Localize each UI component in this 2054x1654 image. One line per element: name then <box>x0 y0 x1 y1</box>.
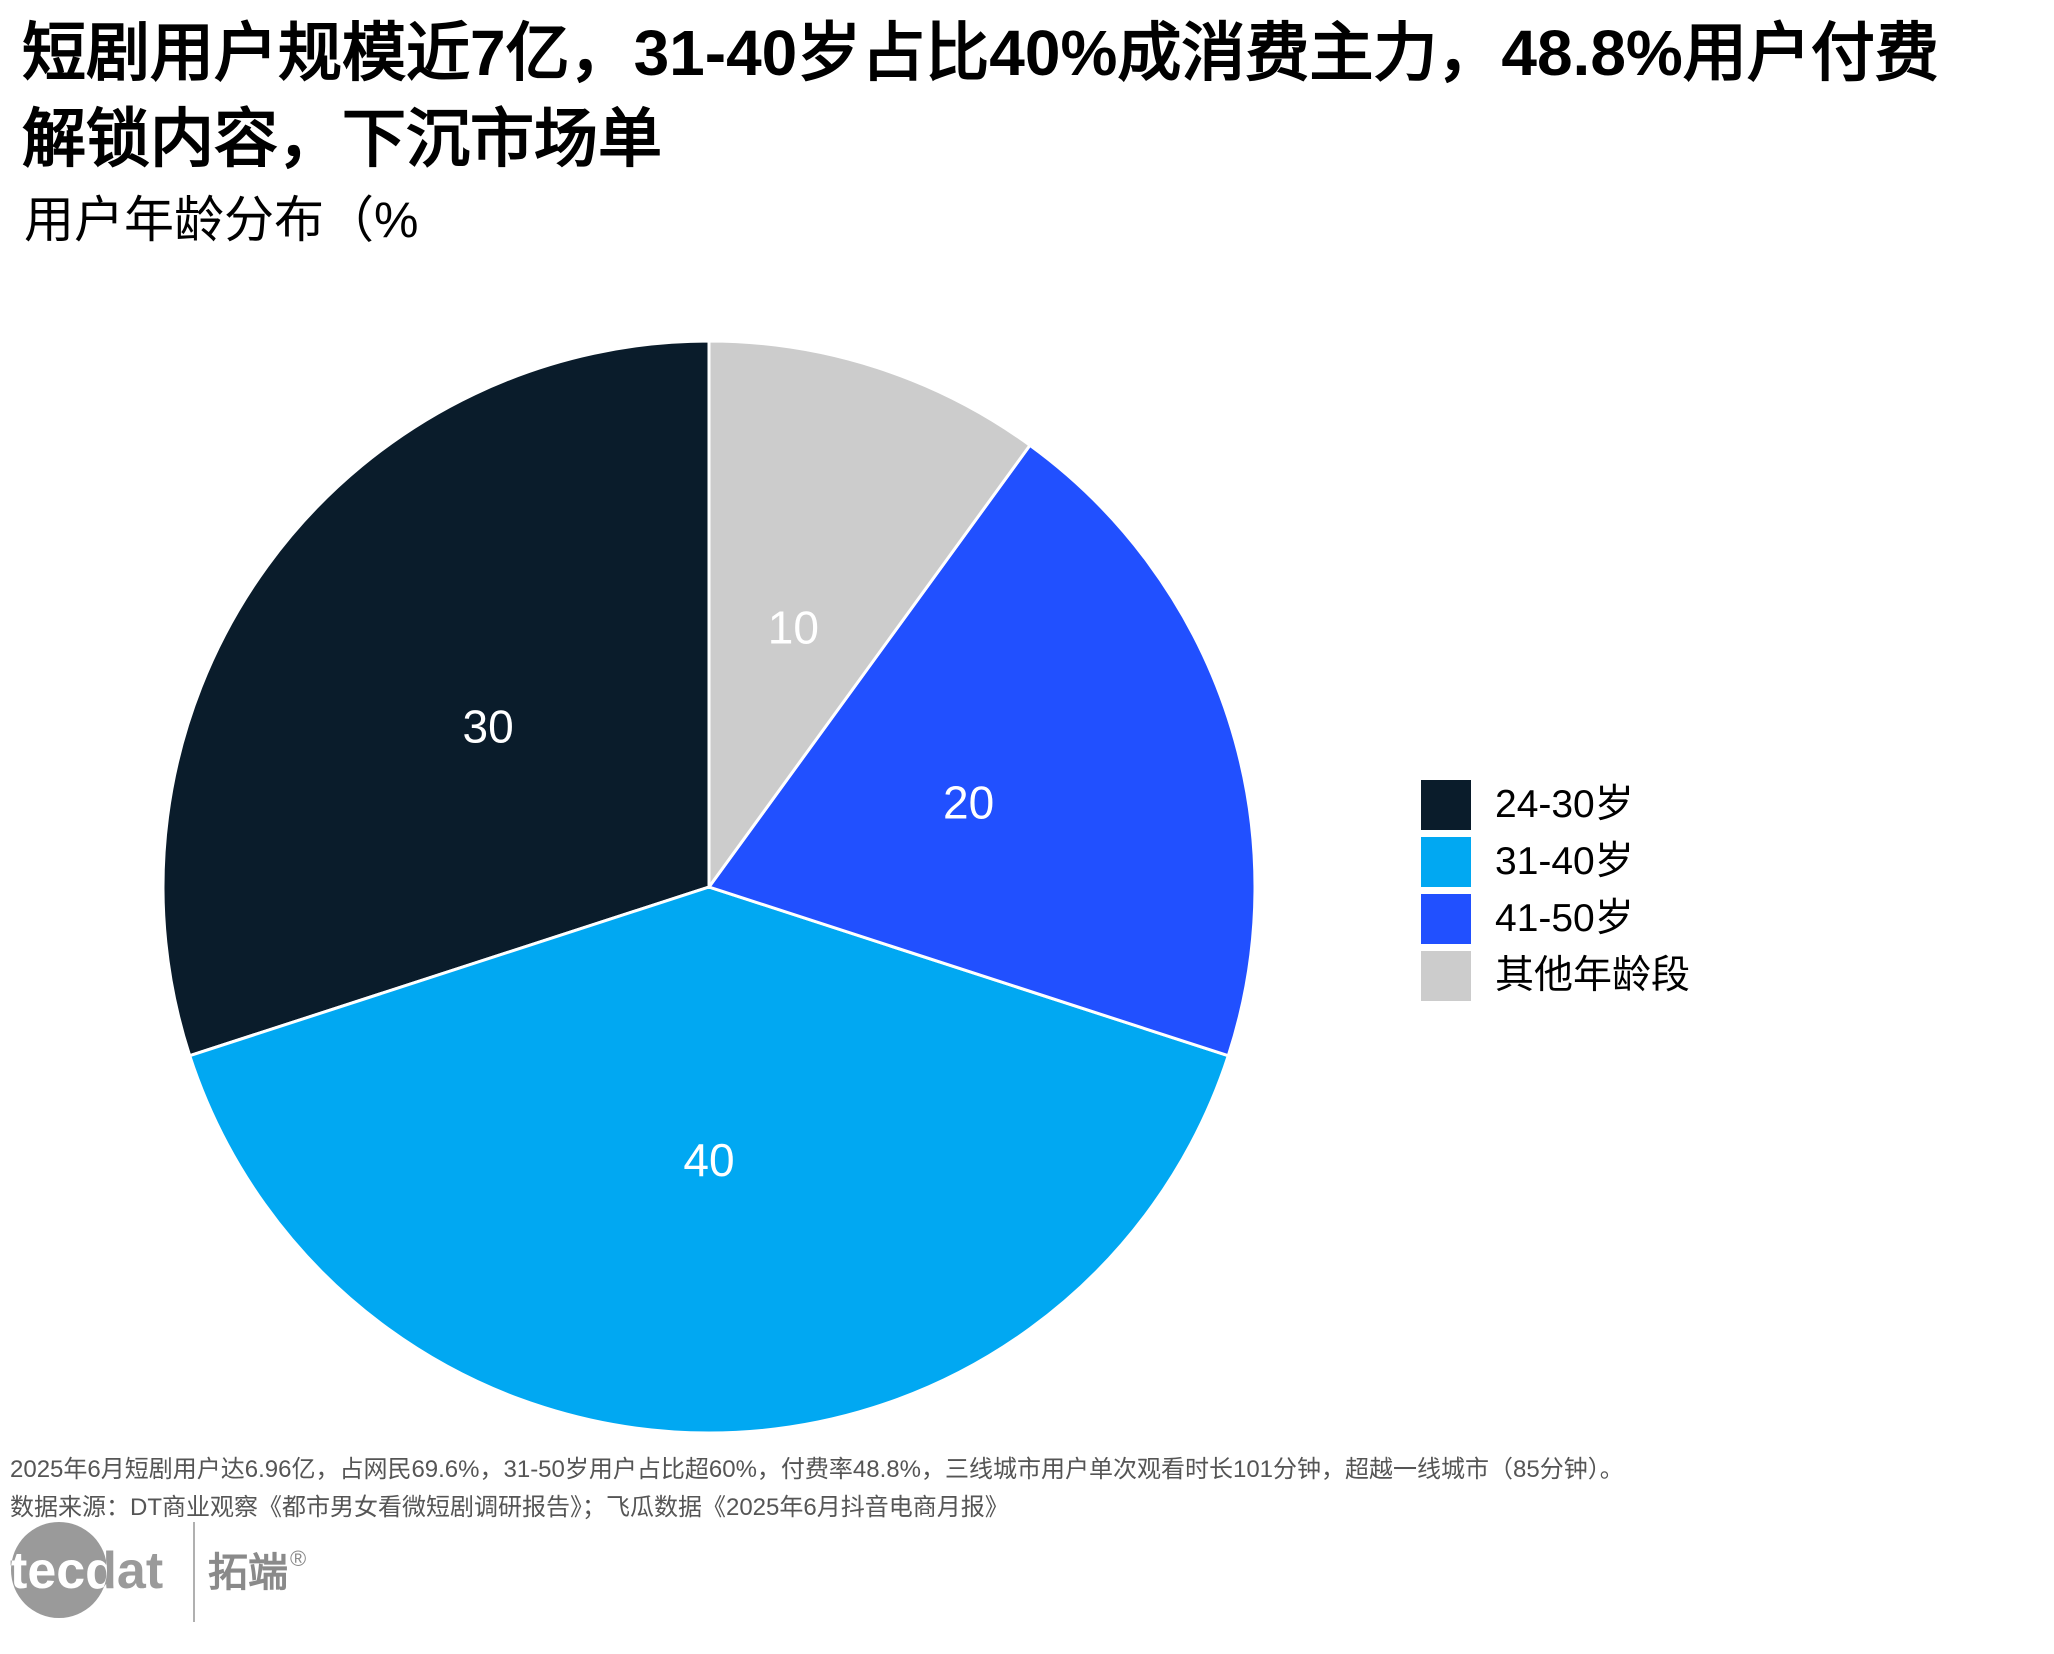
legend-label: 41-50岁 <box>1495 896 1634 940</box>
headline: 短剧用户规模近7亿，31-40岁占比40%成消费主力，48.8%用户付费 解锁内… <box>22 10 2042 182</box>
legend-item-41-50: 41-50岁 <box>1421 890 1690 947</box>
pie-slice-1 <box>188 885 1230 1435</box>
legend-label: 31-40岁 <box>1495 839 1634 883</box>
legend-swatch <box>1421 950 1471 1001</box>
registered-mark: ® <box>290 1546 306 1571</box>
legend-item-31-40: 31-40岁 <box>1421 833 1690 890</box>
headline-line-1: 短剧用户规模近7亿，31-40岁占比40%成消费主力，48.8%用户付费 <box>22 17 1939 89</box>
legend-item-other: 其他年龄段 <box>1421 947 1690 1004</box>
slice-value-label-1: 40 <box>683 1134 734 1186</box>
tecdat-logo: tecdat tecdat 拓端 ® <box>10 1522 306 1622</box>
pie-labels: 30 40 20 10 <box>463 601 995 1186</box>
logo-wordmark-highlight: tecdat <box>10 1542 163 1600</box>
chart-title: 用户年龄分布（% <box>24 192 419 248</box>
logo-circle <box>11 1522 107 1618</box>
pie-slices <box>161 339 1257 1435</box>
legend-swatch <box>1421 893 1471 944</box>
pie-slice-2 <box>707 443 1257 1058</box>
data-source-note: 数据来源：DT商业观察《都市男女看微短剧调研报告》；飞瓜数据《2025年6月抖音… <box>10 1494 1009 1521</box>
slice-value-label-3: 10 <box>768 601 819 653</box>
legend-swatch <box>1421 836 1471 887</box>
logo-wordmark: tecdat <box>10 1542 163 1600</box>
slice-value-label-2: 20 <box>943 777 994 829</box>
logo-chinese-name: 拓端 <box>208 1551 288 1595</box>
pie-slice-3 <box>707 339 1032 889</box>
legend-label: 24-30岁 <box>1495 782 1634 826</box>
legend-swatch <box>1421 779 1471 830</box>
pie-slice-0 <box>161 339 711 1058</box>
legend: 24-30岁 31-40岁 41-50岁 其他年龄段 <box>1421 776 1690 1004</box>
legend-item-24-30: 24-30岁 <box>1421 776 1690 833</box>
headline-line-2: 解锁内容，下沉市场单 <box>22 103 662 175</box>
slice-value-label-0: 30 <box>463 701 514 753</box>
footnote: 2025年6月短剧用户达6.96亿，占网民69.6%，31-50岁用户占比超60… <box>10 1456 1624 1483</box>
legend-label: 其他年龄段 <box>1495 953 1691 997</box>
